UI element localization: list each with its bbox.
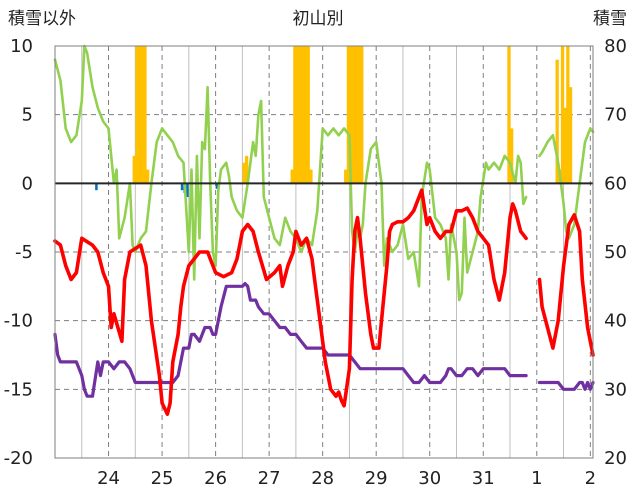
- precip-bar: [566, 46, 570, 184]
- precip-bar: [143, 46, 147, 184]
- chart-title: 初山別: [293, 9, 344, 29]
- x-day-label: 25: [151, 468, 174, 489]
- x-day-label: 24: [97, 468, 120, 489]
- temperature-line: [537, 213, 595, 357]
- precip-neg-bar: [215, 183, 219, 189]
- x-day-label: 2: [585, 468, 596, 489]
- right-axis-label: 積雪: [593, 9, 627, 29]
- x-day-label: 1: [531, 468, 542, 489]
- y-tick-label-left: -15: [4, 379, 33, 400]
- precip-bar: [290, 169, 294, 184]
- y-tick-label-left: 10: [10, 36, 33, 57]
- temperature-line: [53, 188, 528, 416]
- plot-frame: [54, 45, 594, 459]
- precip-bar: [293, 46, 297, 184]
- precip-bar: [510, 128, 514, 184]
- precip-bar: [132, 155, 136, 184]
- precip-bar: [306, 46, 310, 184]
- precip-neg-bar: [180, 183, 184, 191]
- precip-bar: [349, 46, 353, 184]
- precip-bar: [357, 46, 361, 184]
- y-tick-label-right: 70: [604, 105, 627, 126]
- y-tick-label-left: -20: [4, 448, 33, 469]
- precip-bar: [344, 169, 348, 184]
- y-tick-label-right: 30: [604, 379, 627, 400]
- precip-bar: [242, 162, 246, 184]
- y-tick-label-right: 60: [604, 173, 627, 194]
- y-tick-label-left: 5: [22, 105, 33, 126]
- x-day-label: 27: [258, 468, 281, 489]
- left-axis-label: 積雪以外: [8, 9, 76, 29]
- y-tick-label-left: -10: [4, 311, 33, 332]
- precip-bar: [146, 169, 150, 184]
- precip-bar: [507, 46, 511, 184]
- precip-bar: [295, 46, 300, 184]
- precip-bar: [346, 46, 351, 184]
- precip-bar: [140, 46, 144, 184]
- wind-line: [53, 282, 528, 398]
- y-tick-label-right: 20: [604, 448, 627, 469]
- x-day-label: 29: [365, 468, 388, 489]
- y-tick-label-right: 80: [604, 36, 627, 57]
- x-day-label: 28: [311, 468, 334, 489]
- precip-bar: [360, 46, 364, 184]
- y-tick-label-right: 40: [604, 311, 627, 332]
- precip-bar: [354, 46, 359, 184]
- x-day-label: 31: [472, 468, 495, 489]
- precip-bar: [309, 169, 313, 184]
- y-tick-label-left: 0: [22, 173, 33, 194]
- precip-bar: [245, 155, 249, 184]
- y-tick-label-right: 50: [604, 242, 627, 263]
- precip-bar: [135, 46, 139, 184]
- precip-neg-bar: [186, 183, 189, 198]
- precip-bar: [303, 46, 308, 184]
- axes: [54, 45, 594, 459]
- precip-bar: [568, 87, 573, 184]
- precip-bar: [301, 46, 305, 184]
- precip-bar: [352, 46, 356, 184]
- precip-bars: [95, 46, 573, 198]
- precip-neg-bar: [95, 183, 98, 191]
- precip-bar: [563, 107, 567, 184]
- precip-bar: [555, 59, 559, 184]
- precip-bar: [560, 46, 565, 184]
- y-tick-label-left: -5: [15, 242, 33, 263]
- wind-line: [537, 380, 595, 391]
- series-lines: [53, 44, 595, 416]
- x-day-label: 26: [204, 468, 227, 489]
- precip-bar: [298, 46, 302, 184]
- x-day-label: 30: [418, 468, 441, 489]
- precip-bar: [137, 46, 142, 184]
